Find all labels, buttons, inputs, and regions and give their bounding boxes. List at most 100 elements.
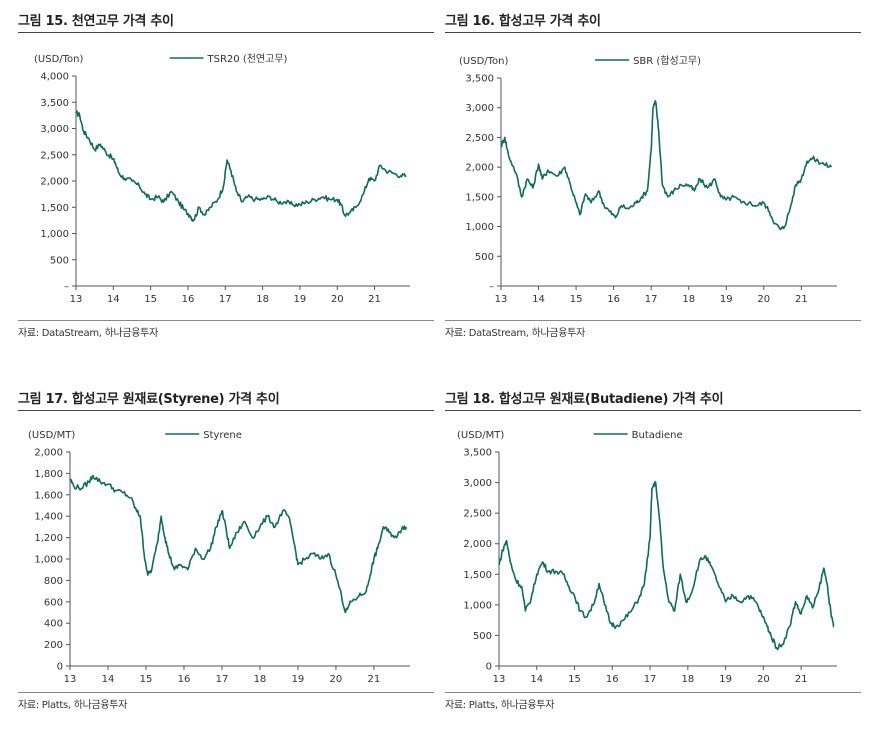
y-tick-label: –	[489, 282, 494, 293]
y-tick-label: 1,400	[34, 512, 63, 523]
x-tick-label: 18	[256, 294, 269, 305]
panel-styrene: 그림 17. 합성고무 원재료(Styrene) 가격 추이 (USD/MT) 0…	[18, 388, 440, 748]
series-line	[69, 474, 407, 614]
y-tick-label: 1,000	[40, 229, 69, 240]
x-tick-label: 15	[568, 674, 581, 685]
y-tick-label: 1,500	[40, 203, 69, 214]
panel-natural-rubber: 그림 15. 천연고무 가격 추이 (USD/Ton) – 500 1,000 1,50…	[18, 10, 440, 370]
x-tick-label: 16	[607, 294, 620, 305]
source-note: 자료: Platts, 하나금융투자	[445, 700, 555, 711]
line-chart: (USD/Ton) – 500 1,000 1,500 2,000 2,500 3,000 3,…	[34, 53, 410, 305]
source-note: 자료: Platts, 하나금융투자	[18, 700, 128, 711]
x-tick-label: 19	[292, 674, 305, 685]
y-tick-label: 200	[44, 640, 63, 651]
y-tick-label: –	[64, 282, 69, 293]
x-tick-label: 14	[530, 674, 543, 685]
y-tick-label: 600	[44, 597, 63, 608]
y-tick-label: 2,000	[463, 539, 492, 550]
x-tick-label: 16	[606, 674, 619, 685]
y-tick-label: 3,000	[40, 124, 69, 135]
x-tick-label: 21	[368, 294, 381, 305]
y-tick-label: 2,500	[465, 133, 494, 144]
legend-label: Styrene	[203, 430, 242, 441]
series-line	[498, 480, 835, 651]
x-tick-label: 19	[294, 294, 307, 305]
x-tick-label: 14	[102, 674, 115, 685]
y-tick-label: 2,000	[465, 163, 494, 174]
figure-title: 그림 17. 합성고무 원재료(Styrene) 가격 추이	[18, 392, 280, 407]
x-tick-label: 16	[182, 294, 195, 305]
y-tick-label: 1,000	[465, 222, 494, 233]
x-tick-label: 20	[330, 674, 343, 685]
y-tick-label: 3,000	[463, 478, 492, 489]
legend-label: Butadiene	[632, 430, 683, 441]
line-chart: (USD/MT) 0 500 1,000 1,500 2,000 2,500 3,000 3,5…	[457, 430, 837, 685]
x-tick-label: 20	[757, 674, 770, 685]
x-tick-label: 13	[70, 294, 83, 305]
x-tick-label: 15	[570, 294, 583, 305]
y-tick-label: 1,500	[465, 192, 494, 203]
x-tick-label: 13	[493, 674, 506, 685]
source-rule	[18, 692, 434, 693]
source-rule	[445, 320, 861, 321]
y-tick-label: 3,500	[40, 98, 69, 109]
unit-label: (USD/MT)	[28, 430, 75, 441]
x-tick-label: 21	[795, 674, 808, 685]
y-tick-label: 400	[44, 619, 63, 630]
y-tick-label: 2,500	[463, 509, 492, 520]
x-tick-label: 17	[644, 674, 657, 685]
x-tick-label: 13	[64, 674, 77, 685]
line-chart: (USD/MT) 0 200 400 600 800 1,000 1,200 1,400 1,60…	[28, 430, 410, 685]
y-tick-label: 3,000	[465, 103, 494, 114]
x-tick-label: 14	[532, 294, 545, 305]
unit-label: (USD/Ton)	[459, 56, 509, 67]
y-tick-label: 800	[44, 576, 63, 587]
y-tick-label: 500	[473, 631, 492, 642]
y-tick-label: 3,500	[465, 74, 494, 85]
y-tick-label: 1,200	[34, 533, 63, 544]
y-tick-label: 1,600	[34, 490, 63, 501]
source-rule	[18, 320, 434, 321]
x-tick-label: 15	[140, 674, 153, 685]
x-tick-label: 17	[216, 674, 229, 685]
x-tick-label: 19	[719, 674, 732, 685]
line-chart: (USD/Ton) – 500 1,000 1,500 2,000 2,500 3,000 3,…	[459, 55, 837, 305]
x-tick-label: 16	[178, 674, 191, 685]
legend-label: SBR (합성고무)	[633, 55, 701, 67]
y-tick-label: 1,500	[463, 570, 492, 581]
y-tick-label: 3,500	[463, 448, 492, 459]
y-tick-label: 500	[50, 255, 69, 266]
y-tick-label: 500	[475, 252, 494, 263]
y-tick-label: 1,800	[34, 469, 63, 480]
figure-title: 그림 18. 합성고무 원재료(Butadiene) 가격 추이	[445, 392, 724, 407]
x-tick-label: 18	[682, 294, 695, 305]
title-rule	[445, 32, 861, 33]
series-line	[500, 100, 833, 231]
x-tick-label: 21	[795, 294, 808, 305]
figure-title: 그림 16. 합성고무 가격 추이	[445, 14, 601, 29]
y-tick-label: 0	[486, 662, 492, 673]
x-tick-label: 15	[144, 294, 157, 305]
y-tick-label: 0	[57, 662, 63, 673]
source-note: 자료: DataStream, 하나금융투자	[18, 328, 158, 339]
x-tick-label: 20	[331, 294, 344, 305]
panel-synthetic-rubber: 그림 16. 합성고무 가격 추이 (USD/Ton) – 500 1,000 1,50…	[445, 10, 867, 370]
x-tick-label: 20	[757, 294, 770, 305]
x-tick-label: 18	[681, 674, 694, 685]
title-rule	[445, 410, 861, 411]
x-tick-label: 17	[219, 294, 232, 305]
x-tick-label: 17	[645, 294, 658, 305]
x-tick-label: 13	[495, 294, 508, 305]
series-line	[75, 110, 407, 222]
source-rule	[445, 692, 861, 693]
legend-label: TSR20 (천연고무)	[207, 53, 288, 65]
title-rule	[18, 32, 434, 33]
y-tick-label: 1,000	[34, 555, 63, 566]
source-note: 자료: DataStream, 하나금융투자	[445, 328, 585, 339]
x-tick-label: 19	[720, 294, 733, 305]
y-tick-label: 2,000	[34, 448, 63, 459]
x-tick-label: 21	[368, 674, 381, 685]
y-tick-label: 2,500	[40, 150, 69, 161]
x-tick-label: 18	[254, 674, 267, 685]
y-tick-label: 1,000	[463, 600, 492, 611]
